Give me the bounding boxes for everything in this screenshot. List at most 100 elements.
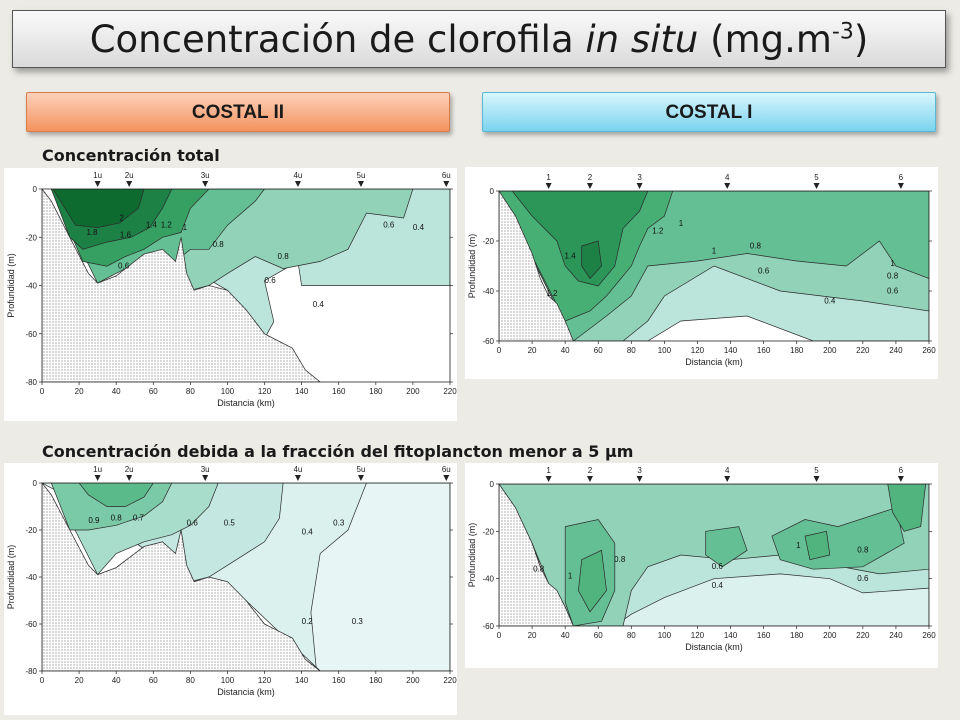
x-tick-label: 120 — [691, 631, 705, 640]
chart-costal1-fraction: 0.810.80.60.410.80.60 20 40 60 80 100 120 140 16… — [467, 466, 936, 652]
contour-label: 0.6 — [118, 262, 130, 271]
title-unit: (mg.m — [698, 18, 832, 61]
title-italic: in situ — [585, 18, 699, 61]
station-label: 5u — [357, 465, 366, 474]
station-label: 6u — [442, 465, 451, 474]
x-tick-label: 200 — [823, 346, 837, 355]
station-label: 2u — [125, 465, 134, 474]
x-axis-label: Distancia (km) — [217, 398, 275, 408]
station-label: 1 — [546, 466, 551, 475]
station-marker — [897, 183, 904, 189]
seafloor-land — [499, 191, 574, 341]
x-tick-label: 80 — [627, 631, 636, 640]
x-tick-label: 200 — [406, 676, 420, 685]
chart-costal2-fraction: 0.9 0.8 0.7 0.6 0.5 0.4 0.3 0.2 0.3 0 20 40 60 80 100 1… — [6, 465, 457, 697]
contour-region — [78, 483, 154, 507]
station-label: 3 — [637, 466, 642, 475]
station-label: 6u — [442, 171, 451, 180]
x-tick-label: 180 — [369, 676, 383, 685]
contour-label: 0.8 — [614, 555, 626, 564]
contour-label: 2 — [120, 213, 125, 222]
x-tick-label: 160 — [757, 346, 771, 355]
station-marker — [443, 181, 450, 187]
x-tick-label: 220 — [443, 676, 457, 685]
x-tick-label: 60 — [149, 676, 158, 685]
station-label: 6 — [899, 173, 904, 182]
station-marker — [724, 476, 731, 482]
x-tick-label: 100 — [221, 676, 235, 685]
contour-region — [887, 484, 927, 532]
contour-region — [705, 526, 748, 568]
x-tick-label: 140 — [295, 387, 309, 396]
contour-label: 1.2 — [546, 289, 558, 298]
contour-label: 0.6 — [187, 518, 199, 527]
station-marker — [724, 183, 731, 189]
plot-area — [42, 189, 450, 382]
x-tick-label: 0 — [40, 676, 45, 685]
section-fraction-label: Concentración debida a la fracción del f… — [42, 442, 634, 461]
station-marker — [357, 181, 364, 187]
station-label: 1u — [93, 171, 102, 180]
station-marker — [897, 476, 904, 482]
x-tick-label: 80 — [627, 346, 636, 355]
contour-label: 1 — [796, 541, 801, 550]
y-tick-label: -60 — [25, 620, 37, 629]
station-marker — [586, 476, 593, 482]
x-tick-label: 240 — [889, 631, 903, 640]
x-tick-label: 140 — [724, 346, 738, 355]
y-axis-label: Profundidad (m) — [467, 234, 477, 299]
y-tick-label: -80 — [25, 378, 37, 387]
contour-label: 1 — [679, 219, 684, 228]
y-tick-label: -20 — [25, 233, 37, 242]
station-marker — [357, 475, 364, 481]
station-label: 2 — [588, 173, 593, 182]
y-tick-label: 0 — [33, 185, 38, 194]
x-tick-label: 240 — [889, 346, 903, 355]
contour-label: 1.4 — [565, 252, 577, 261]
station-label: 1u — [93, 465, 102, 474]
contour-region — [578, 549, 607, 613]
station-marker — [126, 475, 133, 481]
x-tick-label: 220 — [443, 387, 457, 396]
x-tick-label: 20 — [75, 676, 84, 685]
chart-panel-costal2-fraction: 0.9 0.8 0.7 0.6 0.5 0.4 0.3 0.2 0.3 0 20 40 60 80 100 1… — [4, 463, 457, 715]
y-axis-label: Profundidad (m) — [6, 545, 16, 610]
contour-label: 0.8 — [887, 272, 899, 281]
plot-area — [499, 191, 929, 341]
station-marker — [202, 475, 209, 481]
station-label: 3u — [201, 171, 210, 180]
station-label: 3 — [637, 173, 642, 182]
contour-region — [771, 507, 905, 570]
station-marker — [443, 475, 450, 481]
station-marker — [126, 181, 133, 187]
contour-label: 0.8 — [278, 252, 290, 261]
station-label: 3u — [201, 465, 210, 474]
station-marker — [94, 475, 101, 481]
chart-panel-costal1-total: 1.4 1.2 1.2 1 1 0.8 0.6 0.4 1 0.8 0.6 0 20 40 60 80 100 1… — [465, 167, 938, 379]
x-tick-label: 160 — [332, 676, 346, 685]
contour-label: 1.6 — [120, 230, 132, 239]
y-axis-label: Profundidad (m) — [467, 523, 477, 588]
y-tick-label: -60 — [482, 622, 494, 631]
x-tick-label: 160 — [332, 387, 346, 396]
x-axis-label: Distancia (km) — [685, 642, 743, 652]
contour-label: 0.2 — [302, 617, 314, 626]
station-marker — [202, 181, 209, 187]
contour-label: 0.4 — [413, 223, 425, 232]
contour-label: 1 — [568, 572, 573, 581]
contour-label: 0.8 — [111, 514, 123, 523]
x-tick-label: 60 — [594, 631, 603, 640]
x-tick-label: 60 — [149, 387, 158, 396]
y-tick-label: -40 — [25, 282, 37, 291]
y-tick-label: -80 — [25, 667, 37, 676]
x-tick-label: 80 — [186, 676, 195, 685]
contour-label: 0.6 — [383, 221, 395, 230]
contour-label: 0.8 — [857, 546, 869, 555]
contour-region — [804, 530, 831, 561]
title-close: ) — [853, 18, 869, 61]
chart-panel-costal1-fraction: 0.8 1 0.8 0.6 0.4 1 0.8 0.6 0 20 40 60 80 100 120 140 16… — [465, 463, 938, 668]
x-tick-label: 160 — [757, 631, 771, 640]
contour-label: 0.4 — [712, 581, 724, 590]
y-tick-label: -20 — [482, 527, 494, 536]
